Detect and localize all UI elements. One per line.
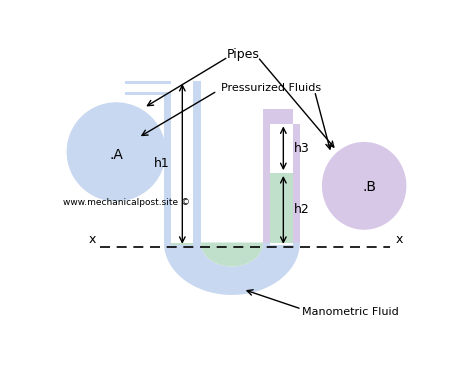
- Text: Pressurized Fluids: Pressurized Fluids: [221, 83, 321, 93]
- Polygon shape: [164, 243, 300, 295]
- Text: www.mechanicalpost.site ©: www.mechanicalpost.site ©: [63, 198, 190, 207]
- Bar: [125, 81, 201, 95]
- Text: x: x: [395, 233, 403, 246]
- Bar: [263, 109, 353, 124]
- Bar: [164, 81, 201, 243]
- Text: h3: h3: [294, 142, 310, 155]
- Bar: [263, 109, 300, 243]
- Text: Manometric Fluid: Manometric Fluid: [301, 307, 399, 317]
- Text: h2: h2: [294, 204, 310, 216]
- Bar: [171, 78, 193, 245]
- Polygon shape: [201, 243, 263, 266]
- Bar: [271, 173, 292, 243]
- Text: .A: .A: [109, 148, 123, 162]
- Ellipse shape: [66, 102, 166, 201]
- Ellipse shape: [322, 142, 406, 230]
- Bar: [271, 124, 292, 245]
- Text: h1: h1: [154, 158, 170, 170]
- Text: Pipes: Pipes: [227, 47, 259, 61]
- Bar: [171, 243, 193, 245]
- Bar: [122, 84, 171, 92]
- Bar: [292, 109, 357, 124]
- Text: .B: .B: [363, 180, 377, 194]
- Bar: [271, 124, 292, 173]
- Text: x: x: [89, 233, 96, 246]
